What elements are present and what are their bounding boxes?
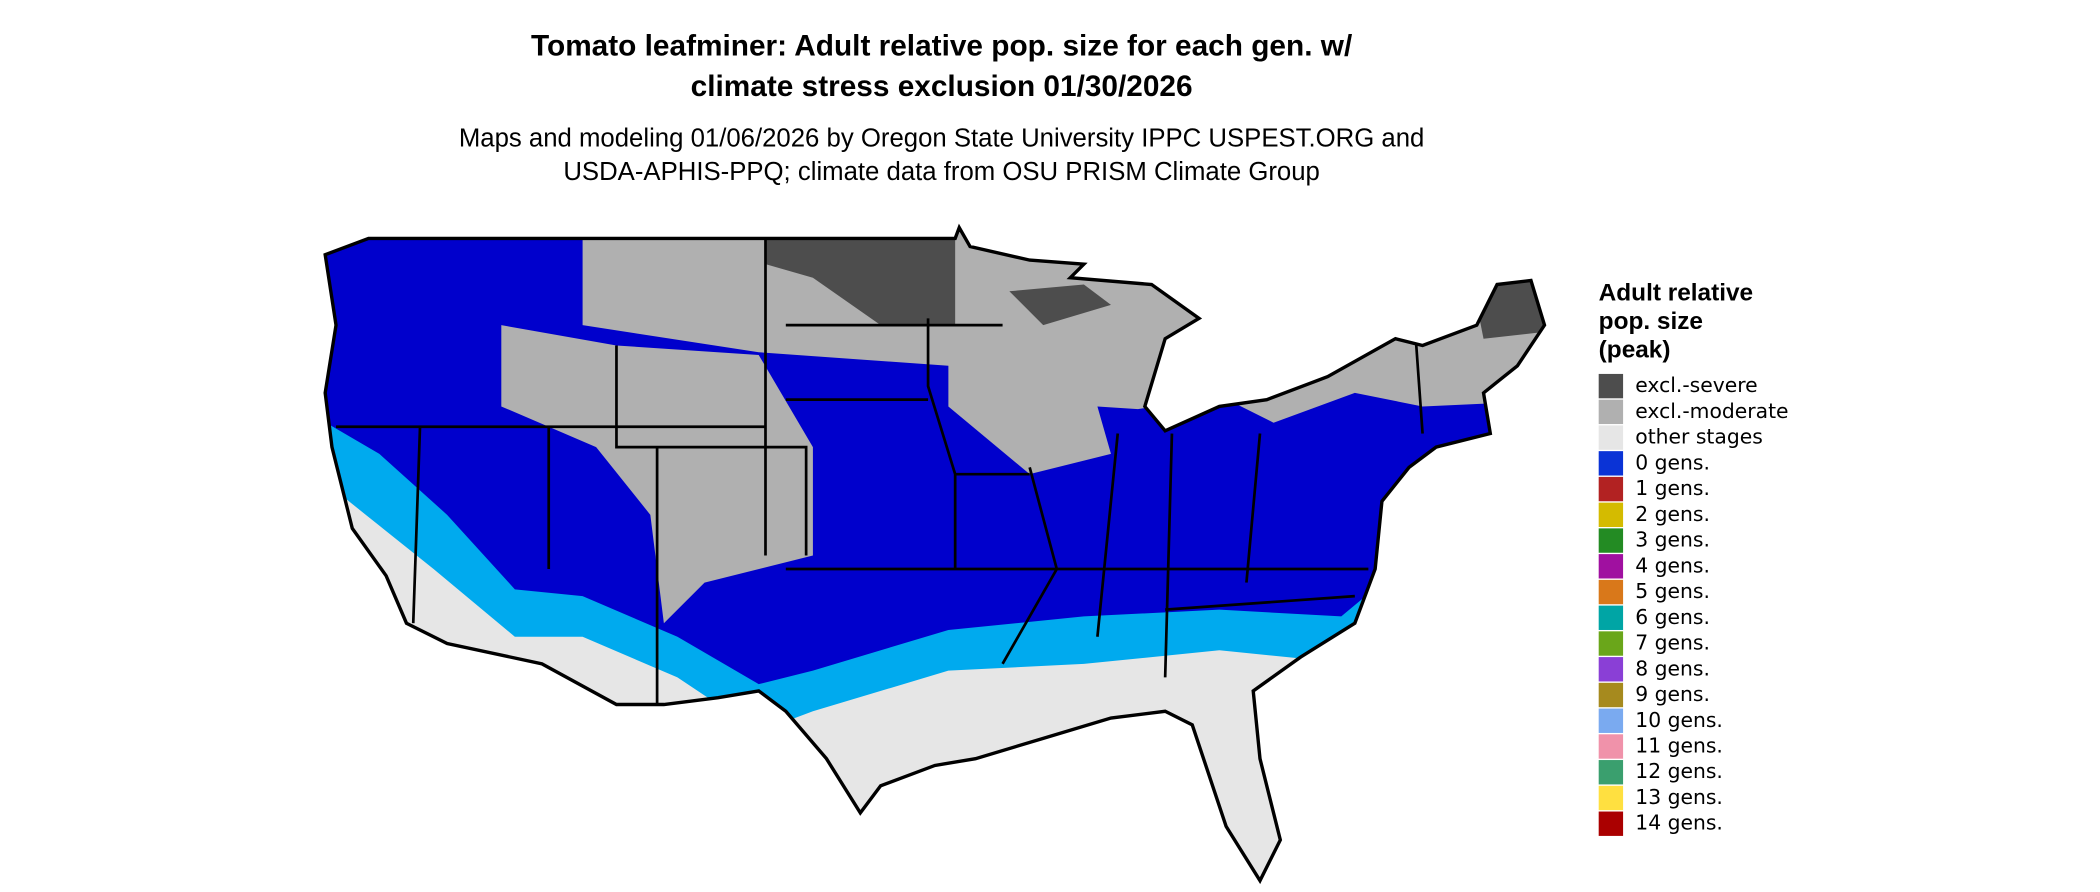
legend-label: excl.-moderate bbox=[1635, 399, 1788, 423]
legend-label: 7 gens. bbox=[1635, 631, 1710, 655]
legend-swatch bbox=[1598, 528, 1624, 553]
legend-label: 6 gens. bbox=[1635, 605, 1710, 629]
legend-swatch bbox=[1598, 425, 1624, 450]
legend-label: 5 gens. bbox=[1635, 579, 1710, 603]
legend-swatch bbox=[1598, 451, 1624, 476]
legend-label: 0 gens. bbox=[1635, 450, 1710, 474]
legend-label: excl.-severe bbox=[1635, 373, 1757, 397]
legend-title: pop. size bbox=[1599, 308, 1703, 335]
legend-label: 8 gens. bbox=[1635, 656, 1710, 680]
legend-label: 1 gens. bbox=[1635, 476, 1710, 500]
legend-title: (peak) bbox=[1599, 336, 1671, 363]
map bbox=[325, 227, 1545, 881]
title: Tomato leafminer: Adult relative pop. si… bbox=[531, 29, 1352, 62]
legend-swatch bbox=[1598, 734, 1624, 759]
legend-label: 11 gens. bbox=[1635, 733, 1723, 757]
legend-swatch bbox=[1598, 579, 1624, 605]
legend-label: other stages bbox=[1635, 425, 1763, 449]
subtitle: Maps and modeling 01/06/2026 by Oregon S… bbox=[459, 124, 1425, 152]
legend-swatch bbox=[1598, 785, 1624, 811]
legend-swatch bbox=[1598, 399, 1624, 425]
title: climate stress exclusion 01/30/2026 bbox=[691, 70, 1193, 103]
legend-swatch bbox=[1598, 554, 1624, 579]
legend-swatch bbox=[1598, 605, 1624, 630]
legend-swatch bbox=[1598, 631, 1624, 656]
legend-label: 3 gens. bbox=[1635, 528, 1710, 552]
legend-swatch bbox=[1598, 682, 1624, 708]
legend-swatch bbox=[1598, 373, 1624, 399]
legend-label: 14 gens. bbox=[1635, 811, 1723, 835]
legend-swatch bbox=[1598, 760, 1624, 785]
legend-swatch bbox=[1598, 708, 1624, 733]
legend-label: 12 gens. bbox=[1635, 759, 1723, 783]
legend-label: 9 gens. bbox=[1635, 682, 1710, 706]
legend-label: 2 gens. bbox=[1635, 502, 1710, 526]
legend-swatch bbox=[1598, 657, 1624, 682]
subtitle: USDA-APHIS-PPQ; climate data from OSU PR… bbox=[563, 158, 1320, 186]
legend-label: 13 gens. bbox=[1635, 785, 1723, 809]
legend-label: 10 gens. bbox=[1635, 708, 1723, 732]
legend-swatch bbox=[1598, 502, 1624, 528]
legend-title: Adult relative bbox=[1599, 279, 1753, 306]
legend-label: 4 gens. bbox=[1635, 553, 1710, 577]
legend-swatch bbox=[1598, 476, 1624, 502]
legend-swatch bbox=[1598, 811, 1624, 836]
